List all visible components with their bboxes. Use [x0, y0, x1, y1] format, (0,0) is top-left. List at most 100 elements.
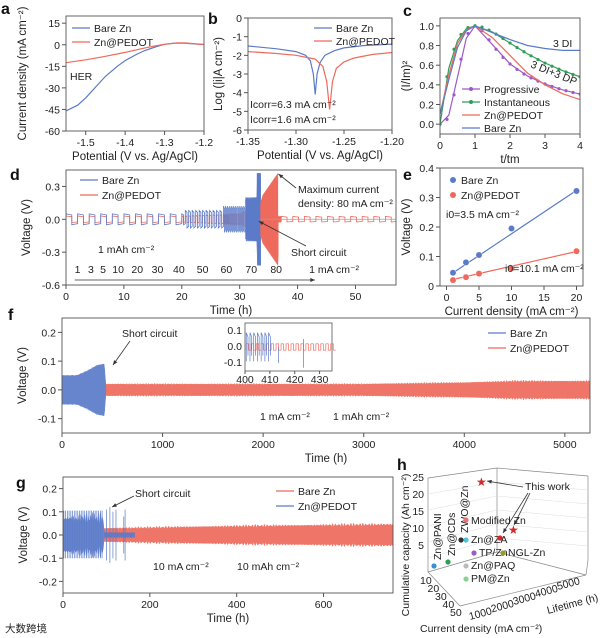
- x-tick-label: 0: [437, 140, 443, 152]
- data-marker: [564, 89, 568, 93]
- inset-series-bare-zn: [245, 332, 304, 368]
- x-tick-label: 40: [443, 599, 455, 611]
- data-marker: [529, 54, 533, 58]
- y-axis-label: Voltage (V): [18, 506, 30, 563]
- y-tick-label: 0.1: [42, 507, 57, 519]
- x-tick-label: 4: [577, 140, 583, 152]
- y-tick-label: 3000: [512, 590, 538, 608]
- legend-label: Zn@PEDOT: [510, 343, 570, 355]
- star-marker-icon: ★: [476, 475, 487, 489]
- x-tick-label: 40: [292, 291, 304, 303]
- y-tick-label: -1: [233, 32, 242, 44]
- z-tick-label: 20: [412, 489, 424, 501]
- point-label: Zn@PANI: [432, 513, 444, 560]
- x-axis-label: Time (h): [305, 453, 348, 465]
- data-point: [475, 251, 483, 259]
- legend-label: Zn@PEDOT: [336, 36, 396, 48]
- arrow-head-icon: [113, 360, 118, 365]
- grid-line: [496, 537, 589, 547]
- series-bare-zn-dense: [245, 173, 261, 266]
- fit-line: [452, 250, 577, 281]
- y-axis-label: Log (|i|A cm⁻²): [213, 37, 225, 111]
- point-label: Zn@PAQ: [471, 560, 515, 572]
- fit-line: [452, 189, 577, 274]
- legend-marker: [469, 100, 473, 104]
- data-point: [463, 517, 469, 523]
- series-line-zn-pedot: [248, 51, 392, 110]
- current-step-label: 60: [221, 264, 233, 276]
- legend-label: Bare Zn: [102, 175, 140, 187]
- x-tick-label: -1.35: [236, 136, 260, 148]
- grid-line: [427, 495, 498, 511]
- series-line-bare-zn: [248, 43, 392, 95]
- data-point: [471, 550, 477, 556]
- y-tick-label: 1.0: [419, 21, 434, 33]
- box-edge: [496, 551, 587, 576]
- arrow-head-icon: [278, 174, 284, 179]
- plot-area: [440, 24, 580, 126]
- y-tick-label: 15: [48, 18, 60, 30]
- x-axis-label: Current density (mA cm⁻²): [445, 306, 579, 318]
- data-marker: [522, 50, 526, 54]
- x-tick-label: -1.5: [77, 137, 95, 149]
- x-tick-label: -1.25: [332, 136, 356, 148]
- data-marker: [494, 47, 498, 51]
- data-marker: [571, 72, 575, 77]
- x-tick-label: 30: [234, 291, 246, 303]
- arrow-head-icon: [258, 221, 264, 226]
- axes-frame: [65, 15, 205, 132]
- inset-y-tick-label: -0.1: [224, 357, 242, 369]
- data-marker: [501, 55, 505, 59]
- data-point: [573, 187, 580, 195]
- inset-chart: 400 410 420 430 0.1 0.0 -0.1: [224, 322, 336, 386]
- legend-label: Bare Zn: [298, 486, 336, 498]
- inset-x-tick-label: 430: [311, 374, 329, 386]
- current-step-label: 20: [131, 264, 143, 276]
- data-marker: [508, 41, 512, 45]
- arrow-line: [258, 220, 307, 247]
- plot-area: [449, 187, 580, 284]
- box-edge: [427, 551, 498, 573]
- series-line-bare-zn: [440, 25, 580, 115]
- y-tick-label: 0.1: [419, 252, 434, 264]
- x-tick-label: 0: [63, 291, 69, 303]
- x-tick-label: 50: [450, 607, 462, 619]
- x-tick-label: 5: [476, 292, 482, 304]
- legend-marker: [469, 87, 473, 91]
- y-tick-label: 0.8: [419, 41, 434, 53]
- y-tick-label: 0.4: [419, 163, 434, 175]
- grid-line: [427, 509, 498, 527]
- panel-label: f: [8, 307, 14, 324]
- annotation-max-current: Maximum current: [298, 184, 379, 196]
- x-tick-label: 2: [507, 140, 513, 152]
- legend-label: Zn@PEDOT: [102, 190, 162, 202]
- axes-frame: [61, 317, 591, 434]
- y-tick-label: -0.1: [39, 553, 57, 565]
- x-tick-label: 200: [141, 599, 159, 611]
- y-tick-label: 0.1: [41, 356, 56, 368]
- x-axis-label: Current density (mA cm⁻²): [420, 623, 542, 635]
- x-tick-label: 400: [228, 599, 246, 611]
- arrow-head-icon: [310, 278, 315, 282]
- y-tick-label: 0: [428, 281, 434, 293]
- annotation-icorr: Icorr=1.6 mA cm⁻²: [250, 114, 336, 126]
- chart-c: 0 1 2 3 4 0.0 0.2 0.4 0.6 0.8 1.0 t/tm (I/Im)² c Progr…: [401, 3, 583, 166]
- annotation-icorr: Icorr=6.3 mA cm⁻²: [250, 99, 336, 111]
- grid-line: [496, 509, 589, 519]
- annotation-short-circuit: Short circuit: [291, 247, 347, 259]
- y-tick-label: -0.1: [38, 414, 56, 426]
- data-marker: [571, 90, 575, 95]
- legend-label: Zn@PEDOT: [298, 501, 358, 513]
- arrow-head-icon: [503, 528, 508, 533]
- legend-label: Bare Zn: [94, 23, 132, 35]
- y-tick-label: 0.2: [41, 327, 56, 339]
- legend-label: Bare Zn: [484, 123, 522, 135]
- y-tick-label: 1000: [468, 605, 494, 623]
- current-step-label: 70: [245, 264, 257, 276]
- x-tick-label: 0: [444, 292, 450, 304]
- x-axis-label: Time (h): [207, 613, 250, 625]
- data-point: [463, 563, 469, 569]
- data-point: [500, 550, 506, 556]
- data-marker: [452, 47, 456, 51]
